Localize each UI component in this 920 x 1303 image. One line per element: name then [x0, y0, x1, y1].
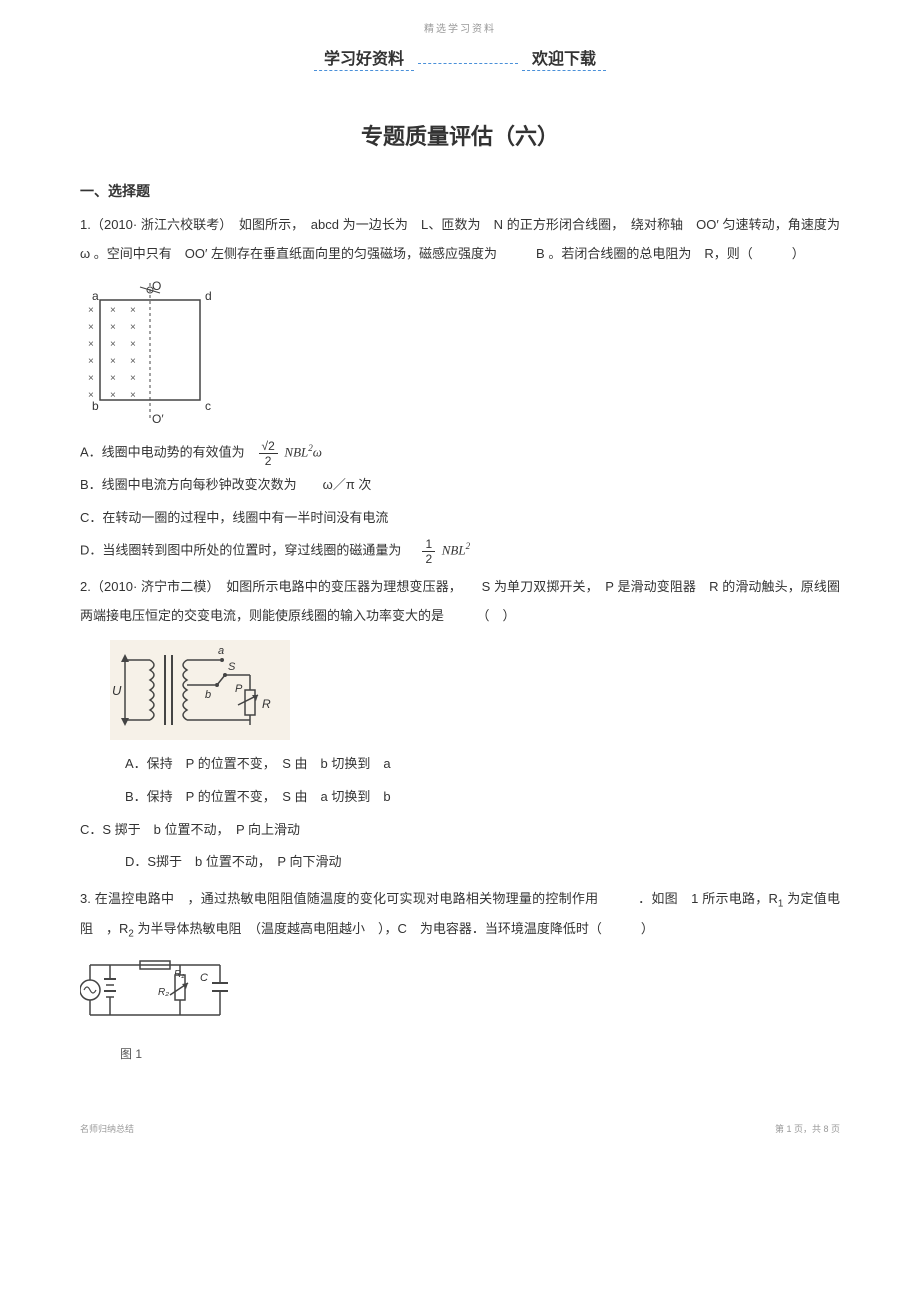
svg-text:a: a: [92, 289, 99, 303]
svg-text:R₂: R₂: [158, 987, 169, 998]
svg-text:O′: O′: [152, 412, 164, 426]
q2-stem: 2.（2010· 济宁市二模） 如图所示电路中的变压器为理想变压器， S 为单刀…: [80, 573, 840, 630]
q1-optD-sq: 2: [466, 541, 471, 551]
svg-text:×: ×: [130, 390, 136, 401]
q2-figure: U a b S: [80, 640, 840, 740]
svg-text:×: ×: [88, 305, 94, 316]
q1-optD-prefix: D．当线圈转到图中所处的位置时，穿过线圈的磁通量为: [80, 543, 401, 558]
svg-text:×: ×: [110, 339, 116, 350]
page: 精选学习资料 学习好资料 欢迎下载 专题质量评估（六） 一、选择题 1.（2010…: [0, 0, 920, 1175]
frac-num: 1: [422, 538, 435, 552]
q3-stem-p3: 为半导体热敏电阻 （温度越高电阻越小 ），C 为电容器．当环境温度降低时（ ）: [134, 921, 654, 936]
page-header: 学习好资料 欢迎下载: [80, 45, 840, 69]
svg-text:×: ×: [130, 305, 136, 316]
q3-figure-label: 图 1: [80, 1045, 840, 1062]
footer-left: 名师归纳总结: [80, 1122, 840, 1135]
svg-text:a: a: [218, 645, 224, 657]
header-left: 学习好资料: [314, 51, 414, 71]
page-footer: 名师归纳总结 第 1 页，共 8 页: [80, 1122, 840, 1135]
svg-text:×: ×: [88, 356, 94, 367]
q1-stem: 1.（2010· 浙江六校联考） 如图所示， abcd 为一边长为 L、匝数为 …: [80, 211, 840, 268]
header-right: 欢迎下载: [522, 51, 606, 71]
svg-text:×: ×: [110, 373, 116, 384]
watermark-top: 精选学习资料: [80, 20, 840, 35]
svg-text:×: ×: [110, 356, 116, 367]
svg-text:×: ×: [130, 322, 136, 333]
svg-text:×: ×: [88, 390, 94, 401]
svg-text:R: R: [262, 697, 271, 711]
svg-text:×: ×: [110, 322, 116, 333]
q2-option-d: D．S掷于 b 位置不动， P 向下滑动: [80, 848, 840, 877]
svg-text:d: d: [205, 289, 212, 303]
q3-stem-p1: 3. 在温控电路中 ，通过热敏电阻阻值随温度的变化可实现对电路相关物理量的控制作…: [80, 891, 778, 906]
svg-text:b: b: [92, 399, 99, 413]
footer-right: 第 1 页，共 8 页: [775, 1122, 840, 1135]
q1-option-b: B．线圈中电流方向每秒钟改变次数为 ω／π 次: [80, 471, 840, 500]
q3-figure: R₁ R₂ C 图 1: [80, 955, 840, 1062]
q1-figure: O O′ a d b c ×××××× ×××××× ××××××: [80, 278, 840, 428]
fraction-1-2: 1 2: [422, 538, 435, 565]
svg-text:×: ×: [130, 356, 136, 367]
header-gap: [418, 63, 518, 64]
q2-option-a: A．保持 P 的位置不变， S 由 b 切换到 a: [80, 750, 840, 779]
svg-text:×: ×: [110, 305, 116, 316]
svg-text:×: ×: [130, 373, 136, 384]
section-heading: 一、选择题: [80, 181, 840, 201]
q1-option-a: A．线圈中电动势的有效值为 √2 2 NBL 2 ω: [80, 438, 840, 467]
svg-text:C: C: [200, 972, 208, 984]
q1-optA-prefix: A．线圈中电动势的有效值为: [80, 445, 245, 460]
q2-option-c: C．S 掷于 b 位置不动， P 向上滑动: [80, 816, 840, 845]
q2-option-b: B．保持 P 的位置不变， S 由 a 切换到 b: [80, 783, 840, 812]
q1-optA-omega: ω: [313, 445, 322, 460]
svg-text:×: ×: [130, 339, 136, 350]
svg-text:U: U: [112, 683, 122, 698]
q1-option-d: D．当线圈转到图中所处的位置时，穿过线圈的磁通量为 1 2 NBL2: [80, 536, 840, 565]
svg-text:×: ×: [88, 339, 94, 350]
q1-optD-nbl: NBL: [442, 543, 466, 558]
svg-text:×: ×: [88, 373, 94, 384]
frac-num: √2: [259, 440, 278, 454]
frac-den: 2: [422, 552, 435, 565]
q1-option-c: C．在转动一圈的过程中，线圈中有一半时间没有电流: [80, 504, 840, 533]
q1-optA-nbl: NBL: [284, 445, 308, 460]
main-title: 专题质量评估（六）: [80, 119, 840, 151]
svg-text:c: c: [205, 399, 211, 413]
svg-text:×: ×: [110, 390, 116, 401]
svg-text:S: S: [228, 661, 236, 673]
svg-text:×: ×: [88, 322, 94, 333]
frac-den: 2: [259, 454, 278, 467]
fraction-sqrt2-2: √2 2: [259, 440, 278, 467]
svg-text:P: P: [235, 683, 243, 695]
svg-text:b: b: [205, 689, 211, 701]
q3-stem: 3. 在温控电路中 ，通过热敏电阻阻值随温度的变化可实现对电路相关物理量的控制作…: [80, 885, 840, 945]
